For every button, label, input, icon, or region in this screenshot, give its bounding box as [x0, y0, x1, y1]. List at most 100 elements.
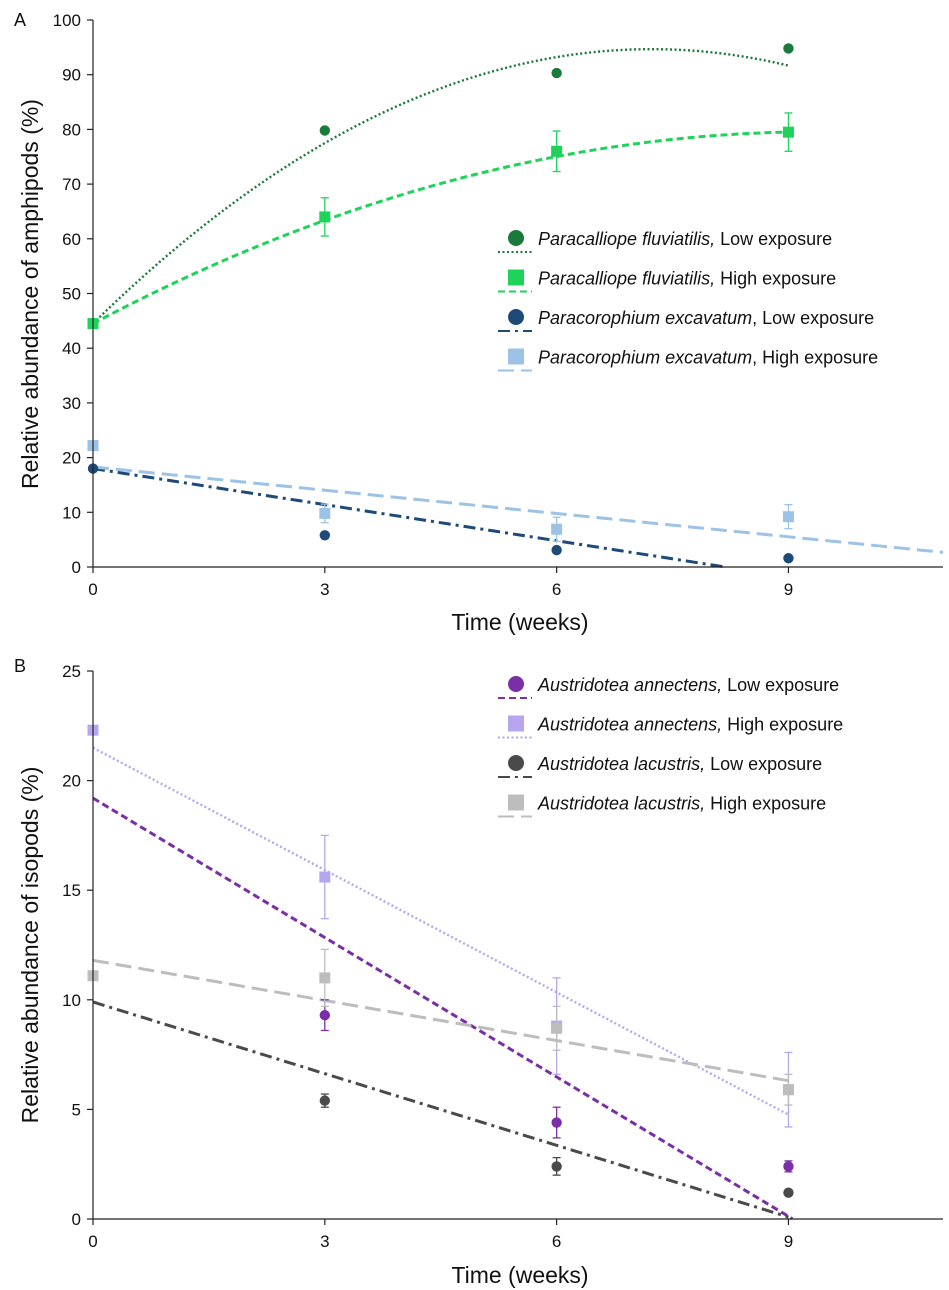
panel-b-x-tick-label: 9 [784, 1232, 793, 1251]
panel-a-legend-species-3: Paracorophium excavatum [538, 348, 752, 368]
panel-a-legend-species-0: Paracalliope fluviatilis, [538, 229, 715, 249]
panel-a-data-point-s2 [319, 530, 331, 541]
panel-a-data-point-s3 [782, 511, 794, 523]
panel-b-legend-exposure-2: Low exposure [705, 754, 822, 774]
panel-a: A Relative abundance of amphipods (%) Ti… [14, 10, 944, 635]
panel-b-fit-line-2 [92, 1000, 789, 1219]
panel-b-legend-label-1: Austridotea annectens, High exposure [537, 715, 843, 735]
panel-a-data-point-s3 [319, 507, 331, 519]
panel-a-legend-marker-3 [508, 348, 524, 365]
panel-b-legend: Austridotea annectens, Low exposureAustr… [498, 675, 843, 818]
panel-a-y-tick-label: 10 [62, 503, 81, 522]
panel-a-legend-species-1: Paracalliope fluviatilis, [538, 269, 715, 289]
panel-b-data-point-s0 [319, 1009, 331, 1021]
panel-a-data-point-s1 [319, 211, 331, 223]
panel-a-y-tick-label: 20 [62, 449, 81, 468]
panel-b-x-tick-label: 0 [88, 1232, 97, 1251]
panel-b-fit-line-3 [92, 958, 789, 1083]
panel-a-legend: Paracalliope fluviatilis, Low exposurePa… [498, 229, 878, 372]
panel-a-fit-line-0 [92, 47, 789, 325]
panel-b-legend-marker-1 [508, 715, 524, 732]
panel-a-y-tick-label: 100 [53, 11, 81, 30]
panel-b-legend-species-0: Austridotea annectens, [537, 675, 722, 695]
panel-a-legend-exposure-2: , Low exposure [752, 308, 874, 328]
panel-a-data-point-s0 [551, 67, 562, 79]
panel-b-axes: 0 5 10 15 20 25 0 3 6 9 [62, 662, 943, 1251]
panel-b-legend-species-1: Austridotea annectens, [537, 715, 722, 735]
panel-b-fit-line-1 [92, 746, 790, 1116]
panel-b-y-axis-title: Relative abundance of isopods (%) [17, 767, 43, 1124]
panel-b: B Relative abundance of isopods (%) Time… [14, 656, 943, 1288]
panel-a-data-point-s1 [782, 126, 794, 138]
panel-a-x-tick-label: 6 [552, 580, 561, 599]
panel-a-x-tick-label: 3 [320, 580, 329, 599]
panel-a-y-tick-label: 30 [62, 394, 81, 413]
panel-b-data-point-s0 [783, 1161, 794, 1172]
panel-b-y-tick-label: 15 [62, 881, 81, 900]
panel-b-legend-label-3: Austridotea lacustris, High exposure [537, 794, 826, 814]
panel-a-legend-label-0: Paracalliope fluviatilis, Low exposure [538, 229, 832, 249]
panel-a-fit-line-3 [92, 465, 944, 554]
panel-a-legend-exposure-3: , High exposure [752, 348, 878, 368]
panel-b-y-tick-label: 25 [62, 662, 81, 681]
panel-b-legend-label-2: Austridotea lacustris, Low exposure [537, 754, 822, 774]
panel-a-y-tick-label: 0 [72, 558, 81, 577]
panel-b-legend-exposure-0: Low exposure [722, 675, 839, 695]
panel-b-label: B [14, 656, 26, 676]
panel-a-fit-lines [92, 47, 944, 569]
panel-a-y-tick-label: 50 [62, 285, 81, 304]
panel-b-y-tick-label: 20 [62, 772, 81, 791]
panel-b-fit-line-0 [92, 796, 794, 1220]
panel-a-y-tick-label: 60 [62, 230, 81, 249]
panel-b-data-point-s2 [783, 1187, 794, 1198]
panel-a-legend-marker-1 [508, 269, 524, 286]
panel-a-legend-marker-0 [508, 230, 524, 246]
panel-b-legend-exposure-1: High exposure [722, 715, 843, 735]
panel-b-data-point-s2 [319, 1095, 331, 1106]
panel-a-label: A [14, 10, 26, 30]
panel-a-y-tick-label: 80 [62, 120, 81, 139]
panel-b-x-tick-label: 6 [552, 1232, 561, 1251]
panel-b-legend-label-0: Austridotea annectens, Low exposure [537, 675, 839, 695]
panel-b-legend-marker-3 [508, 794, 524, 811]
panel-b-legend-marker-0 [508, 676, 524, 692]
panel-a-data-point-s3 [551, 523, 563, 535]
panel-a-legend-exposure-1: High exposure [715, 269, 836, 289]
panel-b-legend-marker-2 [508, 755, 524, 771]
panel-a-legend-species-2: Paracorophium excavatum [538, 308, 752, 328]
panel-a-legend-label-3: Paracorophium excavatum, High exposure [538, 348, 878, 368]
panel-b-data-point-s3 [319, 972, 331, 984]
panel-b-legend-exposure-3: High exposure [705, 794, 826, 814]
panel-a-x-axis-title: Time (weeks) [451, 609, 588, 635]
panel-a-x-tick-label: 0 [88, 580, 97, 599]
panel-b-data-point-s1 [319, 871, 331, 883]
panel-a-legend-exposure-0: Low exposure [715, 229, 832, 249]
panel-a-data-point-s2 [551, 544, 562, 556]
panel-b-legend-species-3: Austridotea lacustris, [537, 794, 705, 814]
panel-b-legend-species-2: Austridotea lacustris, [537, 754, 705, 774]
panel-a-y-tick-label: 70 [62, 175, 81, 194]
panel-b-y-tick-label: 0 [72, 1210, 81, 1229]
panel-a-y-axis-title: Relative abundance of amphipods (%) [17, 99, 43, 489]
panel-b-y-tick-label: 5 [72, 1100, 81, 1119]
panel-a-y-tick-label: 90 [62, 66, 81, 85]
panel-b-data-point-s3 [551, 1022, 563, 1034]
panel-a-data-point-s1 [551, 145, 563, 157]
panel-a-axes: 0 10 20 30 40 50 60 70 80 90 100 0 3 6 9 [53, 11, 943, 599]
panel-a-fit-line-1 [92, 130, 789, 325]
panel-a-fit-line-2 [92, 467, 726, 569]
panel-a-legend-label-1: Paracalliope fluviatilis, High exposure [538, 269, 836, 289]
panel-b-data-point-s2 [551, 1161, 562, 1172]
panel-b-data-point-s3 [782, 1084, 794, 1096]
panel-b-y-tick-label: 10 [62, 991, 81, 1010]
panel-a-legend-marker-2 [508, 309, 524, 325]
panel-a-legend-label-2: Paracorophium excavatum, Low exposure [538, 308, 874, 328]
panel-a-x-tick-label: 9 [784, 580, 793, 599]
panel-b-x-axis-title: Time (weeks) [451, 1262, 588, 1288]
panel-a-y-tick-label: 40 [62, 339, 81, 358]
panel-b-fit-lines [92, 746, 794, 1220]
panel-b-data-point-s0 [551, 1117, 562, 1128]
panel-b-x-tick-label: 3 [320, 1232, 329, 1251]
panel-a-data-point-s0 [783, 43, 794, 54]
